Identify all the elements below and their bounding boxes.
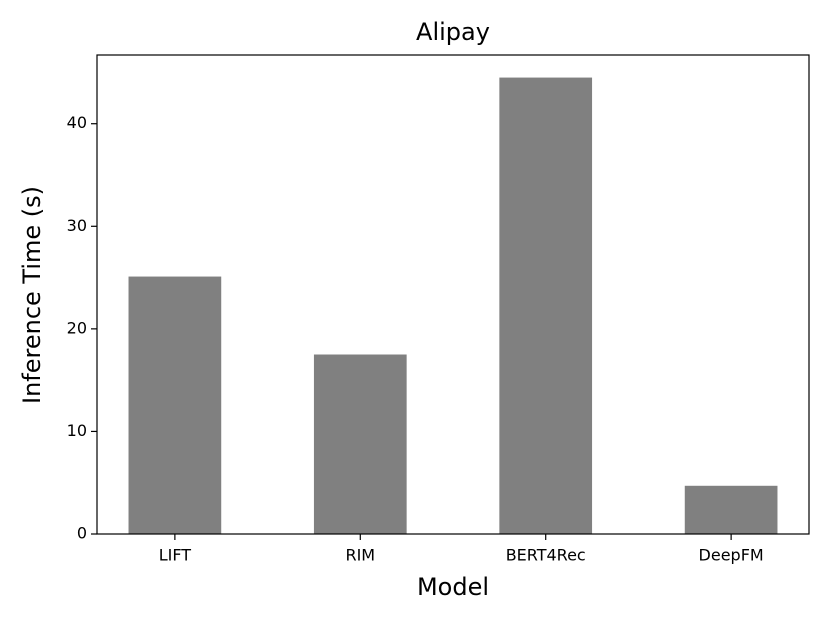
bar (313, 354, 407, 534)
y-tick-label: 20 (67, 318, 87, 337)
bar (128, 276, 222, 534)
y-tick-label: 0 (77, 524, 87, 543)
y-tick-label: 10 (67, 421, 87, 440)
x-tick-label: DeepFM (699, 546, 764, 565)
x-tick-label: LIFT (159, 546, 192, 565)
chart-title: Alipay (416, 18, 490, 46)
x-tick-label: BERT4Rec (506, 546, 586, 565)
y-tick-label: 40 (67, 113, 87, 132)
bar (684, 485, 778, 534)
x-axis-label: Model (417, 573, 489, 601)
x-tick-label: RIM (345, 546, 375, 565)
y-axis-label: Inference Time (s) (18, 186, 46, 404)
y-tick-label: 30 (67, 216, 87, 235)
bar (499, 77, 593, 534)
plot-frame (96, 54, 810, 535)
